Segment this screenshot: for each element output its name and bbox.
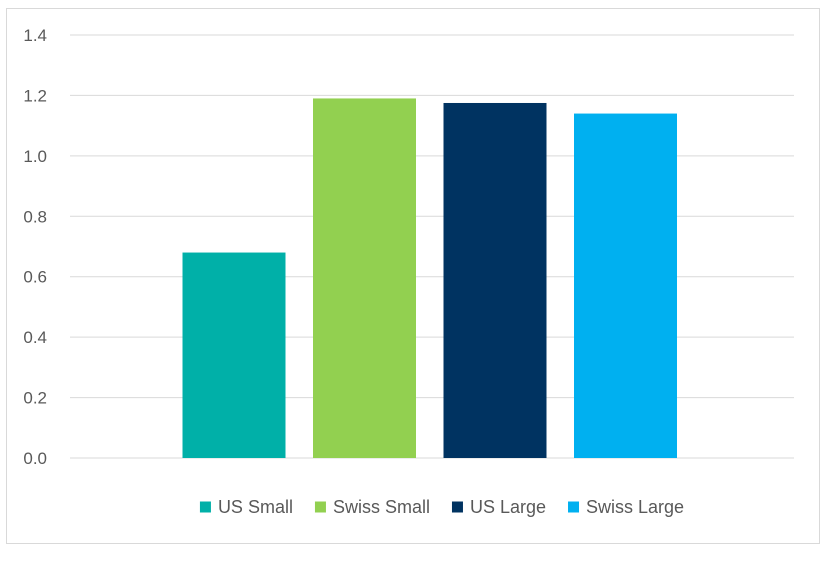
legend: US Small Swiss Small US Large Swiss Large [199,497,684,517]
legend-swatch [199,501,211,513]
gridlines [70,34,794,459]
bar-us-small [182,252,286,458]
legend-swatch [568,501,580,513]
y-tick-label: 0.8 [23,207,47,226]
legend-label: US Large [470,497,546,517]
legend-item-us-large: US Large [451,497,546,517]
y-tick-label: 1.2 [23,86,47,105]
bar-us-large [443,102,547,458]
legend-item-swiss-small: Swiss Small [314,497,430,517]
y-tick-label: 0.0 [23,449,47,468]
legend-swatch [314,501,326,513]
y-tick-label: 0.4 [23,328,47,347]
legend-label: Swiss Large [586,497,684,517]
y-tick-label: 1.4 [23,26,47,45]
legend-swatch [451,501,463,513]
bar-swiss-large [574,113,677,459]
y-tick-label: 0.6 [23,268,47,287]
y-tick-label: 0.2 [23,389,47,408]
legend-label: US Small [218,497,293,517]
bars [182,98,677,459]
legend-item-us-small: US Small [199,497,293,517]
y-tick-label: 1.0 [23,147,47,166]
legend-item-swiss-large: Swiss Large [568,497,684,517]
y-axis-ticks: 0.0 0.2 0.4 0.6 0.8 1.0 1.2 1.4 [23,26,47,468]
bar-swiss-small [313,98,416,458]
legend-label: Swiss Small [333,497,430,517]
